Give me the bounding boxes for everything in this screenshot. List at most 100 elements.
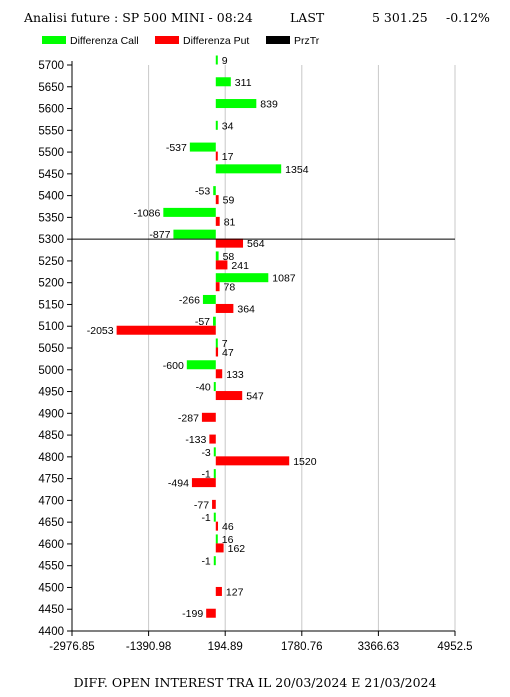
y-tick-label: 4600 bbox=[38, 539, 64, 551]
y-tick-label: 5200 bbox=[38, 278, 64, 290]
call-bar bbox=[215, 273, 269, 283]
call-bar-value-label: 311 bbox=[235, 77, 252, 89]
x-tick-label: -1390.98 bbox=[126, 641, 171, 653]
x-tick-label: 3366.63 bbox=[358, 641, 400, 653]
y-tick-label: 5650 bbox=[38, 82, 64, 94]
call-bar bbox=[215, 77, 231, 87]
y-tick-label: 5100 bbox=[38, 321, 64, 333]
y-tick-label: 4850 bbox=[38, 430, 64, 442]
call-bar bbox=[215, 99, 257, 109]
put-bar-value-label: 81 bbox=[224, 216, 236, 228]
put-bar-value-label: -199 bbox=[182, 608, 203, 620]
put-bar bbox=[212, 499, 216, 509]
call-bar bbox=[186, 360, 216, 370]
x-tick-label: 4952.5 bbox=[437, 641, 472, 653]
put-bar-value-label: 46 bbox=[222, 521, 234, 533]
call-bar-value-label: -600 bbox=[163, 360, 184, 372]
plot-area: 5700 5650 5600 5550 5500 5450 5400 5350 5300 5250… bbox=[38, 55, 472, 653]
y-tick-label: 4650 bbox=[38, 517, 64, 529]
legend-swatch-call bbox=[42, 36, 66, 44]
put-bar bbox=[116, 325, 216, 335]
call-bar-value-label: 7 bbox=[222, 338, 228, 350]
call-bar bbox=[163, 207, 216, 217]
put-bar bbox=[215, 238, 244, 248]
put-bar-value-label: 162 bbox=[228, 543, 246, 555]
call-bar-value-label: -53 bbox=[195, 186, 210, 198]
put-bar-value-label: 59 bbox=[223, 195, 235, 207]
call-bar bbox=[215, 338, 218, 348]
put-bar bbox=[215, 282, 220, 292]
call-bar bbox=[213, 316, 216, 326]
y-tick-label: 5300 bbox=[38, 234, 64, 246]
call-bar-value-label: -1 bbox=[201, 512, 210, 524]
call-bar bbox=[213, 186, 216, 196]
put-bar bbox=[215, 543, 224, 553]
y-tick-label: 5350 bbox=[38, 212, 64, 224]
last-label: LAST bbox=[290, 10, 325, 25]
call-bar-value-label: 58 bbox=[223, 251, 235, 263]
put-bar bbox=[201, 412, 216, 422]
call-bar bbox=[173, 229, 216, 239]
call-bar-value-label: -537 bbox=[166, 142, 187, 154]
put-bar bbox=[215, 151, 218, 161]
y-tick-label: 5150 bbox=[38, 299, 64, 311]
call-bar bbox=[215, 251, 219, 261]
call-bar bbox=[213, 469, 216, 479]
put-bar-value-label: -494 bbox=[168, 478, 189, 490]
put-bar-value-label: 78 bbox=[224, 282, 236, 294]
y-tick-label: 5600 bbox=[38, 104, 64, 116]
put-bar-value-label: 47 bbox=[222, 347, 234, 359]
legend-swatch-put bbox=[155, 36, 179, 44]
put-bar-value-label: -287 bbox=[178, 412, 199, 424]
x-tick-label: 1780.76 bbox=[281, 641, 323, 653]
call-bar-value-label: -1 bbox=[201, 556, 210, 568]
put-bar bbox=[215, 456, 290, 466]
put-bar bbox=[209, 434, 216, 444]
put-bar-value-label: -2053 bbox=[87, 325, 114, 337]
put-bar bbox=[215, 586, 222, 596]
call-bar bbox=[202, 294, 216, 304]
put-bar-value-label: 364 bbox=[237, 303, 255, 315]
y-tick-label: 5400 bbox=[38, 191, 64, 203]
legend-swatch-prztr bbox=[266, 36, 290, 44]
legend-label-call: Differenza Call bbox=[70, 35, 139, 47]
call-bar-value-label: -877 bbox=[149, 229, 170, 241]
y-tick-label: 4800 bbox=[38, 452, 64, 464]
y-tick-label: 5050 bbox=[38, 343, 64, 355]
legend: Differenza Call Differenza Put PrzTr bbox=[42, 35, 320, 47]
y-tick-label: 4700 bbox=[38, 495, 64, 507]
chart-title: Analisi future : SP 500 MINI - 08:24 bbox=[23, 10, 253, 25]
legend-label-put: Differenza Put bbox=[183, 35, 249, 47]
y-tick-label: 4400 bbox=[38, 626, 64, 638]
call-bar-value-label: -1 bbox=[201, 469, 210, 481]
last-value: 5 301.25 bbox=[372, 10, 428, 25]
put-bar bbox=[215, 391, 243, 401]
last-change: -0.12% bbox=[446, 10, 490, 25]
put-bar-value-label: 547 bbox=[246, 391, 264, 403]
call-bar bbox=[213, 512, 216, 522]
y-tick-label: 5550 bbox=[38, 125, 64, 137]
y-tick-label: 4450 bbox=[38, 604, 64, 616]
y-tick-label: 5700 bbox=[38, 60, 64, 72]
call-bar-value-label: -1086 bbox=[133, 207, 160, 219]
y-tick-label: 4750 bbox=[38, 474, 64, 486]
call-bar bbox=[215, 55, 218, 65]
put-bar bbox=[215, 521, 219, 531]
y-tick-label: 4550 bbox=[38, 561, 64, 573]
call-bar-value-label: 34 bbox=[222, 120, 234, 132]
put-bar bbox=[191, 478, 216, 488]
call-bar bbox=[213, 556, 216, 566]
y-tick-label: 4950 bbox=[38, 387, 64, 399]
y-tick-label: 4900 bbox=[38, 408, 64, 420]
call-bar-value-label: 9 bbox=[222, 55, 228, 67]
y-tick-label: 5250 bbox=[38, 256, 64, 268]
put-bar bbox=[215, 260, 228, 270]
call-bar-value-label: 1087 bbox=[272, 273, 296, 285]
put-bar bbox=[215, 347, 219, 357]
put-bar-value-label: -133 bbox=[185, 434, 206, 446]
y-tick-label: 4500 bbox=[38, 582, 64, 594]
y-tick-label: 5000 bbox=[38, 365, 64, 377]
call-bar-value-label: -3 bbox=[201, 447, 210, 459]
call-bar-value-label: -40 bbox=[196, 382, 211, 394]
